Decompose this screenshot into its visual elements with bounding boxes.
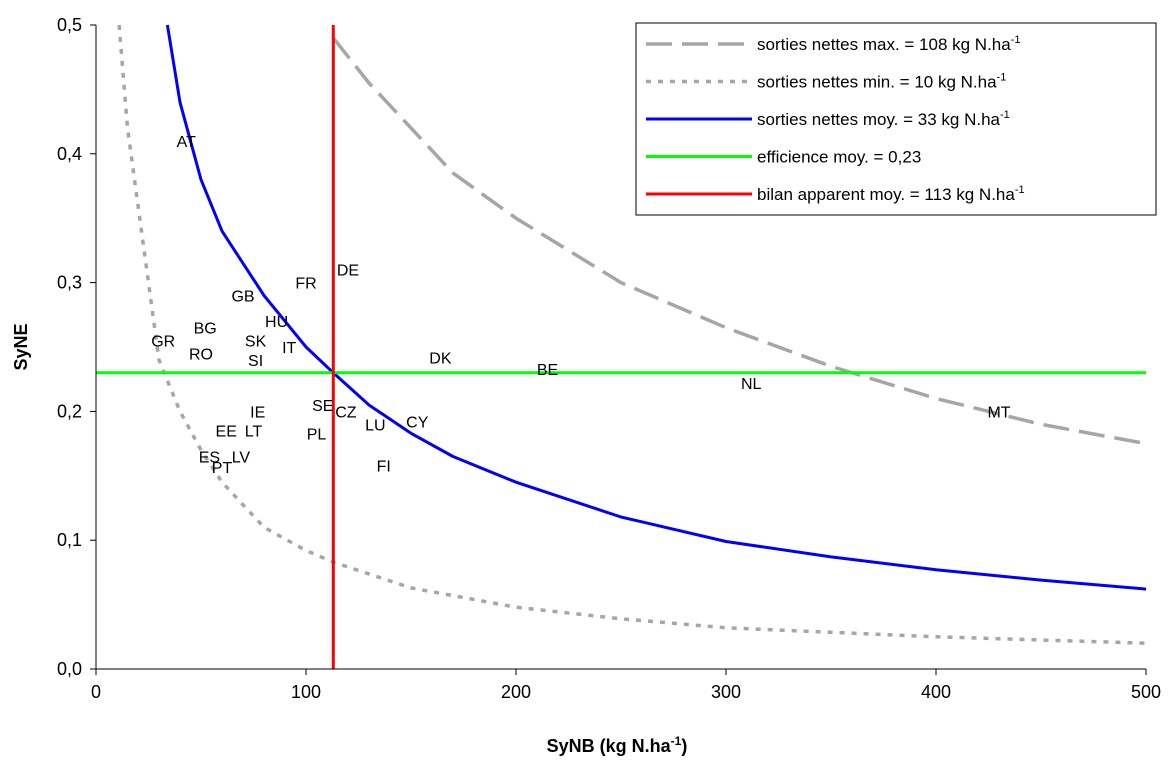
point-label-fi: FI: [377, 459, 391, 476]
legend-label-2: sorties nettes moy. = 33 kg N.ha-1: [757, 109, 1010, 129]
y-tick-label: 0,4: [57, 144, 82, 164]
x-axis-title-suffix: ): [681, 736, 687, 756]
point-label-gb: GB: [231, 289, 254, 306]
y-tick-label: 0,3: [57, 273, 82, 293]
point-label-sk: SK: [245, 334, 267, 351]
y-axis-title: SyNE: [11, 323, 31, 370]
point-label-pl: PL: [307, 426, 327, 443]
x-tick-label: 100: [291, 682, 321, 702]
point-label-lv: LV: [232, 450, 251, 467]
y-ticks: 0,0 0,1 0,2 0,3 0,4 0,5: [57, 15, 96, 679]
series-line-2: [165, 24, 1147, 591]
series-line-0: [331, 36, 1147, 446]
point-label-de: DE: [337, 263, 359, 280]
x-tick-label: 200: [501, 682, 531, 702]
point-label-ro: RO: [189, 346, 213, 363]
point-label-bg: BG: [194, 321, 217, 338]
legend-label-3: efficience moy. = 0,23: [757, 148, 921, 167]
axes-layer: [95, 25, 1146, 670]
y-tick-label: 0,1: [57, 530, 82, 550]
point-label-si: SI: [248, 353, 263, 370]
y-tick-label: 0,0: [57, 659, 82, 679]
legend-label-1: sorties nettes min. = 10 kg N.ha-1: [757, 72, 1006, 92]
point-label-fr: FR: [295, 276, 316, 293]
point-label-ie: IE: [250, 404, 265, 421]
point-label-lu: LU: [365, 417, 385, 434]
point-label-cz: CZ: [335, 404, 357, 421]
point-label-pt: PT: [212, 460, 233, 477]
point-label-se: SE: [312, 398, 333, 415]
x-axis-title-sup: -1: [671, 734, 682, 748]
point-label-at: AT: [177, 134, 196, 151]
point-label-es: ES: [199, 450, 220, 467]
points-layer: AT DE FR GB HU BG GR SK IT RO SI DK BE NL MT SE CZ IE LU CY…: [151, 134, 1011, 477]
point-label-nl: NL: [741, 376, 762, 393]
point-label-ee: EE: [216, 424, 237, 441]
point-label-mt: MT: [987, 404, 1010, 421]
point-label-lt: LT: [245, 424, 263, 441]
point-label-be: BE: [537, 362, 558, 379]
legend-label-0: sorties nettes max. = 108 kg N.ha-1: [757, 34, 1021, 54]
legend-label-4: bilan apparent moy. = 113 kg N.ha-1: [757, 184, 1025, 204]
x-tick-label: 500: [1131, 682, 1161, 702]
point-label-it: IT: [282, 340, 296, 357]
legend: sorties nettes max. = 108 kg N.ha-1 sorti…: [635, 22, 1157, 216]
point-label-cy: CY: [406, 415, 429, 432]
y-tick-label: 0,5: [57, 15, 82, 35]
x-axis-title-main: SyNB (kg N.ha: [547, 736, 672, 756]
point-label-hu: HU: [265, 314, 288, 331]
x-tick-label: 0: [91, 682, 101, 702]
x-tick-label: 300: [711, 682, 741, 702]
x-ticks: 0 100 200 300 400 500: [91, 669, 1161, 702]
series-layer: [96, 24, 1147, 669]
point-label-gr: GR: [151, 334, 175, 351]
y-tick-label: 0,2: [57, 401, 82, 421]
x-axis-title: SyNB (kg N.ha-1): [547, 734, 688, 756]
x-tick-label: 400: [921, 682, 951, 702]
point-label-dk: DK: [429, 350, 452, 367]
